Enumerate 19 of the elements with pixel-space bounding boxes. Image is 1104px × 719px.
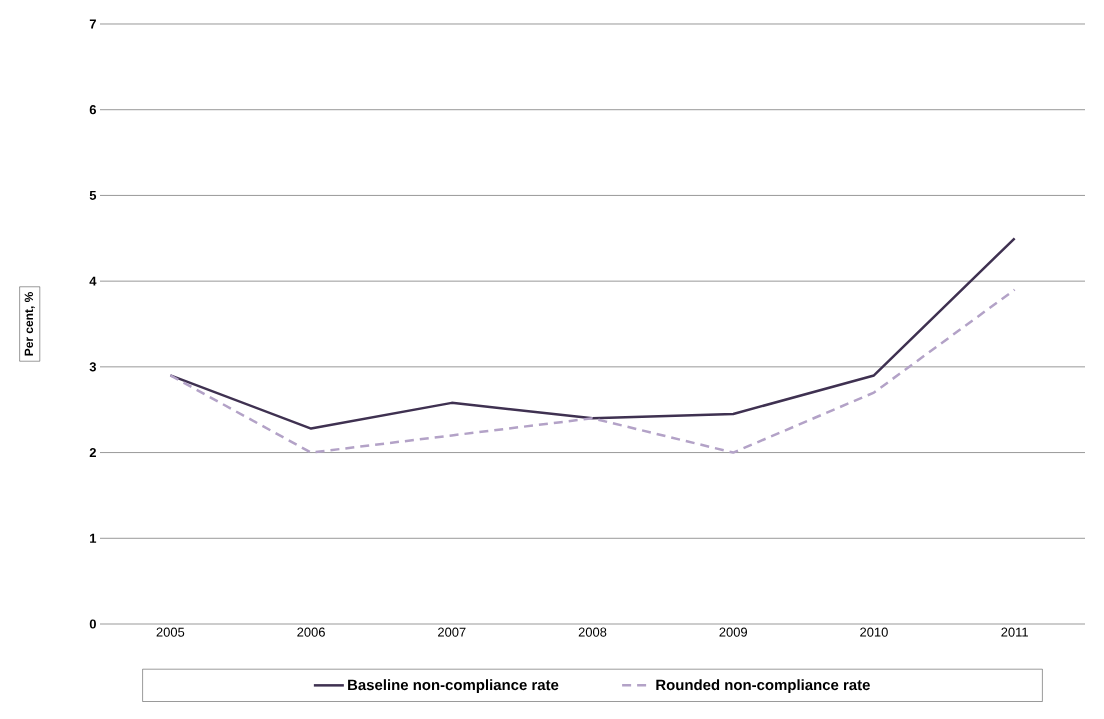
y-tick-label: 0: [89, 619, 96, 629]
y-tick-label: 2: [89, 448, 96, 458]
legend-label: Rounded non-compliance rate: [656, 679, 870, 694]
x-tick-label: 2010: [860, 627, 888, 637]
y-tick-label: 1: [90, 533, 97, 543]
x-tick-label: 2008: [578, 627, 607, 637]
x-tick-label: 2007: [438, 627, 466, 637]
y-axis-title: Per cent, %: [24, 292, 35, 356]
y-tick-label: 5: [89, 190, 97, 200]
y-tick-label: 7: [89, 19, 96, 29]
x-tick-label: 2009: [719, 627, 748, 637]
x-tick-label: 2005: [156, 627, 185, 637]
y-tick-label: 3: [89, 362, 97, 372]
line-series: [169, 288, 1016, 454]
legend-label: Baseline non-compliance rate: [348, 679, 559, 694]
y-tick-label: 4: [89, 276, 97, 286]
y-tick-label: 6: [89, 105, 97, 115]
x-tick-label: 2011: [1001, 627, 1028, 637]
x-tick-label: 2006: [297, 627, 325, 637]
